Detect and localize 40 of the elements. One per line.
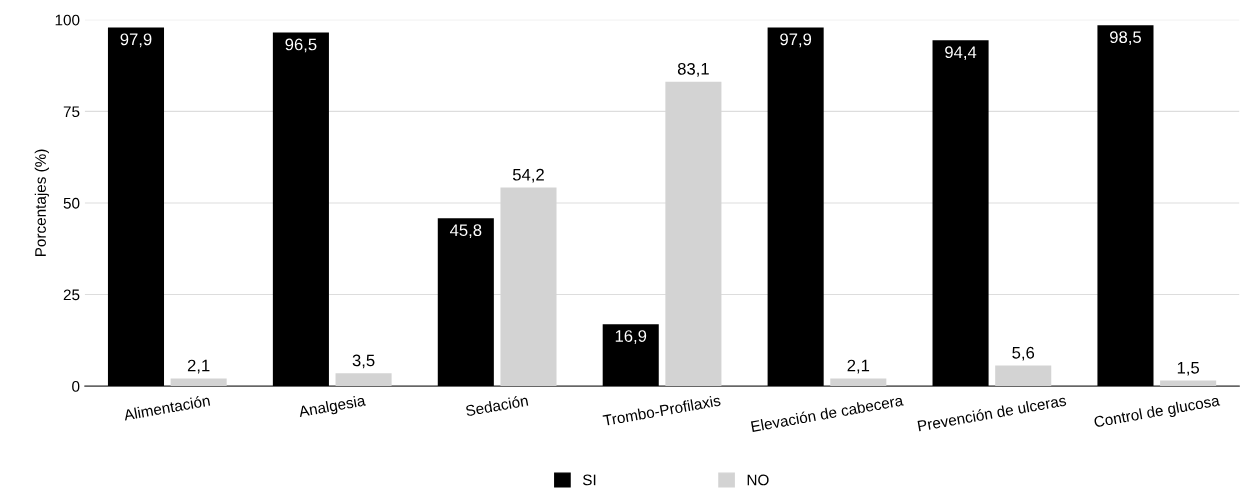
y-axis-title: Porcentajes (%) [34,149,49,257]
x-tick-label: Control de glucosa [1093,394,1221,431]
data-label: 5,6 [1012,346,1035,361]
legend-label: NO [747,474,769,486]
data-label: 97,9 [120,33,152,48]
bar [272,32,329,387]
x-tick-label: Sedación [465,394,529,417]
bar [107,27,165,387]
data-label: 3,5 [352,354,375,369]
data-label: 45,8 [449,224,482,239]
data-label: 1,5 [1177,362,1200,376]
y-tick-label: 100 [55,14,80,26]
x-tick-label: Prevención de ulceras [917,394,1067,432]
data-label: 2,1 [187,359,210,374]
bar [170,378,227,387]
y-tick-label: 75 [63,106,80,118]
y-tick-label: 50 [63,197,80,209]
data-label: 96,5 [285,38,317,53]
y-tick-label: 0 [72,380,80,392]
data-label: 2,1 [847,359,870,374]
bar [995,365,1052,387]
data-label: 54,2 [512,168,544,183]
bar [335,373,392,387]
x-tick-label: Elevación de cabecera [750,394,904,433]
bar [767,27,824,387]
bar [437,218,494,387]
bar [830,378,887,387]
legend-label: SI [582,474,596,486]
y-tick-label: 25 [63,289,80,301]
data-label: 98,5 [1110,31,1141,45]
data-label: 94,4 [945,46,977,61]
bar [602,324,659,387]
bar [932,40,989,387]
data-label: 16,9 [615,330,647,344]
data-label: 97,9 [780,33,812,48]
x-tick-label: Analgesia [297,394,367,421]
data-label: 83,1 [677,62,709,77]
bar [1097,25,1154,387]
x-tick-label: Alimentación [123,394,211,421]
bar [1160,380,1217,387]
